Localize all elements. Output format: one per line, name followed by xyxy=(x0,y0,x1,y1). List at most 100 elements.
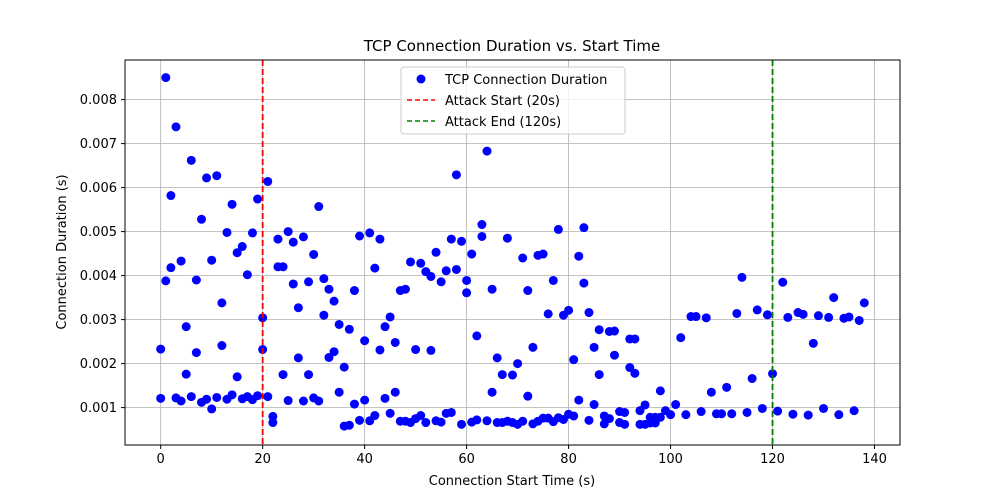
data-point xyxy=(247,228,257,238)
data-point xyxy=(390,337,400,347)
data-point xyxy=(538,249,548,259)
data-point xyxy=(324,284,334,294)
chart-title: TCP Connection Duration vs. Start Time xyxy=(363,37,660,55)
data-point xyxy=(365,228,375,238)
data-point xyxy=(344,324,354,334)
data-point xyxy=(609,350,619,360)
data-point xyxy=(375,234,385,244)
data-point xyxy=(416,411,426,421)
data-point xyxy=(283,396,293,406)
data-point xyxy=(768,369,778,379)
grid xyxy=(125,60,900,445)
plot-frame xyxy=(124,59,901,446)
data-point xyxy=(513,359,523,369)
data-point xyxy=(349,399,359,409)
data-point xyxy=(859,298,869,308)
data-point xyxy=(630,368,640,378)
data-point xyxy=(227,390,237,400)
data-point xyxy=(375,345,385,355)
data-point xyxy=(579,223,589,233)
x-tick-label: 0 xyxy=(157,452,165,467)
data-point xyxy=(798,309,808,319)
legend-box xyxy=(400,66,626,135)
data-point xyxy=(589,400,599,410)
data-point xyxy=(676,333,686,343)
x-tick-label: 40 xyxy=(356,452,373,467)
data-point xyxy=(278,370,288,380)
data-point xyxy=(824,312,834,322)
y-tick-label: 0.001 xyxy=(80,401,117,416)
data-point xyxy=(181,322,191,332)
data-point xyxy=(492,353,502,363)
data-point xyxy=(181,369,191,379)
data-point xyxy=(237,242,247,252)
data-point xyxy=(268,418,278,428)
data-point xyxy=(334,319,344,329)
data-point xyxy=(752,305,762,315)
data-point xyxy=(778,277,788,287)
data-point xyxy=(385,408,395,418)
data-point xyxy=(446,234,456,244)
data-point xyxy=(298,396,308,406)
data-point xyxy=(217,341,227,351)
data-point xyxy=(370,411,380,421)
data-point xyxy=(655,386,665,396)
data-point xyxy=(477,220,487,230)
data-point xyxy=(416,258,426,268)
data-point xyxy=(472,331,482,341)
data-point xyxy=(788,409,798,419)
data-point xyxy=(406,257,416,267)
data-point xyxy=(242,270,252,280)
data-point xyxy=(482,146,492,156)
data-point xyxy=(196,214,206,224)
data-point xyxy=(477,231,487,241)
reference-lines xyxy=(261,60,774,445)
data-point xyxy=(380,393,390,403)
data-point xyxy=(426,345,436,355)
data-point xyxy=(727,409,737,419)
data-point xyxy=(604,414,614,424)
data-point xyxy=(288,237,298,247)
data-point xyxy=(339,362,349,372)
data-point xyxy=(319,310,329,320)
data-point xyxy=(717,409,727,419)
data-point xyxy=(329,296,339,306)
y-tick-label: 0.008 xyxy=(80,93,117,108)
data-point xyxy=(304,277,314,287)
data-point xyxy=(202,173,212,183)
data-point xyxy=(161,276,171,286)
data-point xyxy=(467,249,477,259)
data-point xyxy=(502,233,512,243)
data-point xyxy=(594,325,604,335)
data-point xyxy=(579,278,589,288)
x-tick-label: 100 xyxy=(658,452,683,467)
data-point xyxy=(574,395,584,405)
data-point xyxy=(253,194,263,204)
data-point xyxy=(319,274,329,284)
data-point xyxy=(757,403,767,413)
data-point xyxy=(681,410,691,420)
data-point xyxy=(640,400,650,410)
data-point xyxy=(166,263,176,273)
data-point xyxy=(783,312,793,322)
y-tick-label: 0.003 xyxy=(80,313,117,328)
data-point xyxy=(191,275,201,285)
data-point xyxy=(207,404,217,414)
data-point xyxy=(574,251,584,261)
legend-label-attack-end: Attack End (120s) xyxy=(445,115,561,130)
data-point xyxy=(426,271,436,281)
legend: TCP Connection Duration Attack Start (20… xyxy=(400,66,626,135)
data-point xyxy=(217,298,227,308)
data-point xyxy=(293,303,303,313)
data-point xyxy=(620,407,630,417)
x-tick-label: 80 xyxy=(560,452,577,467)
data-point xyxy=(400,284,410,294)
data-point xyxy=(431,247,441,257)
data-point xyxy=(186,155,196,165)
data-point xyxy=(176,396,186,406)
data-point xyxy=(441,266,451,276)
data-point xyxy=(344,420,354,430)
data-point xyxy=(543,309,553,319)
data-point xyxy=(304,370,314,380)
data-point xyxy=(844,312,854,322)
